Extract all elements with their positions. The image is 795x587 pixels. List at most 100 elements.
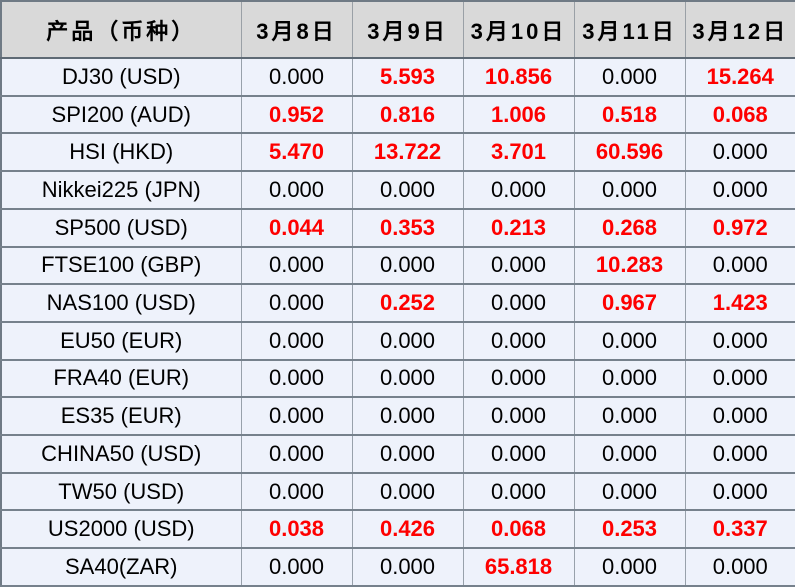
header-cell-date-3: 3月10日 bbox=[463, 1, 575, 59]
table-row: TW50 (USD) 0.000 0.000 0.000 0.000 0.000 bbox=[1, 472, 795, 512]
value-cell: 0.000 bbox=[352, 397, 464, 437]
product-cell: SPI200 (AUD) bbox=[1, 95, 242, 135]
value-cell: 0.268 bbox=[574, 208, 686, 248]
value-cell: 0.000 bbox=[463, 171, 575, 210]
value-cell: 0.253 bbox=[574, 510, 686, 550]
value-cell: 0.952 bbox=[241, 95, 353, 135]
value-cell: 0.000 bbox=[463, 435, 575, 474]
value-cell: 0.518 bbox=[574, 95, 686, 135]
value-cell: 0.000 bbox=[241, 246, 353, 286]
value-cell: 0.068 bbox=[685, 95, 795, 135]
value-cell: 0.044 bbox=[241, 208, 353, 248]
product-cell: Nikkei225 (JPN) bbox=[1, 171, 242, 210]
value-cell: 0.000 bbox=[352, 435, 464, 474]
value-cell: 5.470 bbox=[241, 133, 353, 173]
product-cell: US2000 (USD) bbox=[1, 510, 242, 550]
value-cell: 0.000 bbox=[685, 397, 795, 437]
value-cell: 0.000 bbox=[241, 435, 353, 474]
value-cell: 0.000 bbox=[463, 284, 575, 323]
value-cell: 0.252 bbox=[352, 284, 464, 323]
product-cell: DJ30 (USD) bbox=[1, 58, 242, 97]
value-cell: 0.000 bbox=[685, 321, 795, 361]
value-cell: 0.000 bbox=[685, 548, 795, 587]
value-cell: 0.000 bbox=[352, 359, 464, 399]
product-cell: ES35 (EUR) bbox=[1, 397, 242, 437]
value-cell: 0.967 bbox=[574, 284, 686, 323]
table-row: EU50 (EUR) 0.000 0.000 0.000 0.000 0.000 bbox=[1, 321, 795, 361]
product-cell: FTSE100 (GBP) bbox=[1, 246, 242, 286]
table-row: CHINA50 (USD) 0.000 0.000 0.000 0.000 0.000 bbox=[1, 435, 795, 474]
value-cell: 0.972 bbox=[685, 208, 795, 248]
value-cell: 0.000 bbox=[463, 359, 575, 399]
table-row: HSI (HKD) 5.470 13.722 3.701 60.596 0.000 bbox=[1, 133, 795, 173]
table-row: US2000 (USD) 0.038 0.426 0.068 0.253 0.337 bbox=[1, 510, 795, 550]
value-cell: 0.000 bbox=[685, 171, 795, 210]
value-cell: 0.000 bbox=[463, 246, 575, 286]
value-cell: 0.000 bbox=[574, 548, 686, 587]
value-cell: 0.000 bbox=[685, 435, 795, 474]
value-cell: 0.000 bbox=[574, 397, 686, 437]
product-cell: SA40(ZAR) bbox=[1, 548, 242, 587]
value-cell: 0.816 bbox=[352, 95, 464, 135]
value-cell: 0.000 bbox=[241, 359, 353, 399]
value-cell: 0.000 bbox=[463, 472, 575, 512]
product-cell: TW50 (USD) bbox=[1, 472, 242, 512]
value-cell: 0.000 bbox=[352, 548, 464, 587]
product-cell: NAS100 (USD) bbox=[1, 284, 242, 323]
value-cell: 0.000 bbox=[241, 548, 353, 587]
value-cell: 0.000 bbox=[463, 397, 575, 437]
value-cell: 0.000 bbox=[352, 246, 464, 286]
value-cell: 0.068 bbox=[463, 510, 575, 550]
table-row: NAS100 (USD) 0.000 0.252 0.000 0.967 1.423 bbox=[1, 284, 795, 323]
table-row: Nikkei225 (JPN) 0.000 0.000 0.000 0.000 0.000 bbox=[1, 171, 795, 210]
value-cell: 0.000 bbox=[574, 321, 686, 361]
value-cell: 0.000 bbox=[685, 472, 795, 512]
value-cell: 0.000 bbox=[574, 435, 686, 474]
table-row: ES35 (EUR) 0.000 0.000 0.000 0.000 0.000 bbox=[1, 397, 795, 437]
value-cell: 0.000 bbox=[685, 246, 795, 286]
header-cell-date-2: 3月9日 bbox=[352, 1, 464, 59]
value-cell: 10.283 bbox=[574, 246, 686, 286]
value-cell: 0.213 bbox=[463, 208, 575, 248]
value-cell: 0.000 bbox=[685, 133, 795, 173]
value-cell: 3.701 bbox=[463, 133, 575, 173]
value-cell: 1.423 bbox=[685, 284, 795, 323]
value-cell: 0.000 bbox=[574, 472, 686, 512]
value-cell: 0.000 bbox=[241, 171, 353, 210]
value-cell: 0.000 bbox=[463, 321, 575, 361]
header-row: 产品（币种） 3月8日 3月9日 3月10日 3月11日 3月12日 bbox=[1, 1, 795, 59]
table-row: SP500 (USD) 0.044 0.353 0.213 0.268 0.972 bbox=[1, 208, 795, 248]
table-row: DJ30 (USD) 0.000 5.593 10.856 0.000 15.264 bbox=[1, 58, 795, 97]
header-cell-date-1: 3月8日 bbox=[241, 1, 353, 59]
value-cell: 1.006 bbox=[463, 95, 575, 135]
table-body: DJ30 (USD) 0.000 5.593 10.856 0.000 15.264 SPI… bbox=[1, 58, 795, 587]
value-cell: 13.722 bbox=[352, 133, 464, 173]
table-row: SA40(ZAR) 0.000 0.000 65.818 0.000 0.000 bbox=[1, 548, 795, 587]
header-cell-date-4: 3月11日 bbox=[574, 1, 686, 59]
value-cell: 0.000 bbox=[574, 58, 686, 97]
header-cell-date-5: 3月12日 bbox=[685, 1, 795, 59]
value-cell: 0.000 bbox=[241, 397, 353, 437]
value-cell: 15.264 bbox=[685, 58, 795, 97]
value-cell: 0.000 bbox=[352, 321, 464, 361]
value-cell: 0.000 bbox=[352, 472, 464, 512]
value-cell: 0.000 bbox=[241, 321, 353, 361]
value-cell: 0.038 bbox=[241, 510, 353, 550]
product-cell: SP500 (USD) bbox=[1, 208, 242, 248]
table-row: SPI200 (AUD) 0.952 0.816 1.006 0.518 0.068 bbox=[1, 95, 795, 135]
product-cell: FRA40 (EUR) bbox=[1, 359, 242, 399]
header-cell-product: 产品（币种） bbox=[1, 1, 242, 59]
value-cell: 60.596 bbox=[574, 133, 686, 173]
table-row: FRA40 (EUR) 0.000 0.000 0.000 0.000 0.000 bbox=[1, 359, 795, 399]
table-row: FTSE100 (GBP) 0.000 0.000 0.000 10.283 0.000 bbox=[1, 246, 795, 286]
value-cell: 0.000 bbox=[241, 472, 353, 512]
value-cell: 0.337 bbox=[685, 510, 795, 550]
value-cell: 0.000 bbox=[352, 171, 464, 210]
value-cell: 0.000 bbox=[241, 284, 353, 323]
product-cell: HSI (HKD) bbox=[1, 133, 242, 173]
value-cell: 5.593 bbox=[352, 58, 464, 97]
value-cell: 10.856 bbox=[463, 58, 575, 97]
value-cell: 0.000 bbox=[574, 171, 686, 210]
